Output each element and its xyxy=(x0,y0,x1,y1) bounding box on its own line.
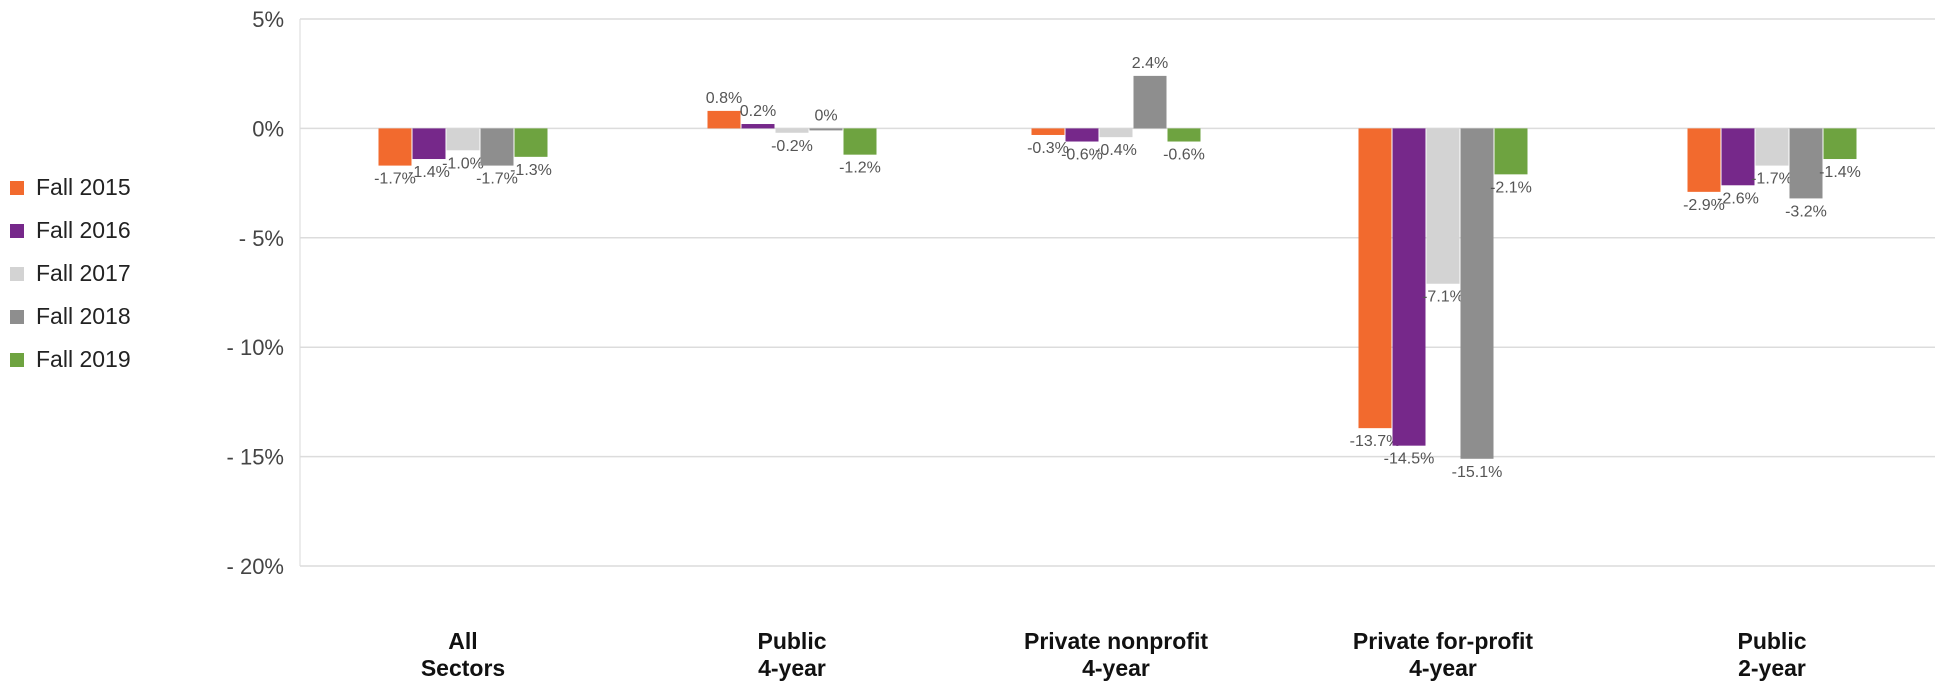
y-tick-label: 0% xyxy=(252,116,284,141)
legend-item-fall-2015: Fall 2015 xyxy=(10,166,131,209)
legend-swatch xyxy=(10,352,24,367)
bar xyxy=(707,110,741,129)
legend-item-fall-2017: Fall 2017 xyxy=(10,252,131,295)
data-label: 0.8% xyxy=(706,90,742,107)
legend-swatch xyxy=(10,223,24,238)
data-label: -2.1% xyxy=(1490,179,1532,196)
bar xyxy=(1460,128,1494,459)
y-tick-label: 5% xyxy=(252,7,284,32)
category-label: Public 2-year xyxy=(1737,628,1806,681)
bar xyxy=(1687,128,1721,192)
bar xyxy=(1358,128,1392,429)
bar xyxy=(843,128,877,155)
data-label: -1.3% xyxy=(510,162,552,179)
data-label: -1.7% xyxy=(374,171,416,188)
data-label: -7.1% xyxy=(1422,289,1464,306)
bar xyxy=(1133,75,1167,129)
legend-label: Fall 2018 xyxy=(36,303,131,329)
bar xyxy=(1099,128,1133,138)
data-label: -0.6% xyxy=(1061,147,1103,164)
legend-swatch xyxy=(10,180,24,195)
data-label: -1.7% xyxy=(476,171,518,188)
data-label: -1.0% xyxy=(442,155,484,172)
legend-label: Fall 2017 xyxy=(36,260,131,286)
data-label: -2.9% xyxy=(1683,197,1725,214)
category-label: Private nonprofit 4-year xyxy=(1024,628,1208,681)
data-label: -0.3% xyxy=(1027,140,1069,157)
legend-label: Fall 2019 xyxy=(36,346,131,372)
category-label: All Sectors xyxy=(421,628,505,681)
bar xyxy=(809,128,843,131)
data-label: -0.6% xyxy=(1163,147,1205,164)
y-tick-label: - 10% xyxy=(227,335,284,360)
data-label: 0.2% xyxy=(740,103,776,120)
bar xyxy=(378,128,412,166)
data-label: -0.4% xyxy=(1095,142,1137,159)
bar xyxy=(1167,128,1201,142)
data-label: -1.4% xyxy=(1819,164,1861,181)
data-label: -0.2% xyxy=(771,138,813,155)
bar xyxy=(480,128,514,166)
bar xyxy=(1789,128,1823,199)
bar xyxy=(1426,128,1460,284)
bar xyxy=(775,128,809,133)
legend: Fall 2015 Fall 2016 Fall 2017 Fall 2018 … xyxy=(10,166,131,381)
data-label: -1.4% xyxy=(408,164,450,181)
legend-item-fall-2019: Fall 2019 xyxy=(10,338,131,381)
y-tick-label: - 20% xyxy=(227,554,284,579)
legend-swatch xyxy=(10,266,24,281)
bar xyxy=(1031,128,1065,135)
bar xyxy=(1755,128,1789,166)
legend-label: Fall 2015 xyxy=(36,174,131,200)
bar xyxy=(1494,128,1528,175)
data-label: 0% xyxy=(814,107,837,124)
data-label: -3.2% xyxy=(1785,203,1827,220)
legend-label: Fall 2016 xyxy=(36,217,131,243)
bar xyxy=(1065,128,1099,142)
bar xyxy=(1392,128,1426,446)
bar xyxy=(412,128,446,160)
bar xyxy=(741,124,775,129)
bar xyxy=(1721,128,1755,186)
data-label: -1.2% xyxy=(839,160,881,177)
data-label: 2.4% xyxy=(1132,55,1168,72)
data-label: -15.1% xyxy=(1452,464,1503,481)
category-label: Public 4-year xyxy=(757,628,826,681)
category-label: Private for-profit 4-year xyxy=(1353,628,1534,681)
legend-item-fall-2018: Fall 2018 xyxy=(10,295,131,338)
data-label: -2.6% xyxy=(1717,190,1759,207)
y-tick-label: - 15% xyxy=(227,445,284,470)
data-label: -1.7% xyxy=(1751,171,1793,188)
legend-swatch xyxy=(10,309,24,324)
bar xyxy=(1823,128,1857,160)
bar xyxy=(446,128,480,151)
legend-item-fall-2016: Fall 2016 xyxy=(10,209,131,252)
data-label: -14.5% xyxy=(1384,451,1435,468)
data-label: -13.7% xyxy=(1350,433,1401,450)
y-tick-label: - 5% xyxy=(239,226,284,251)
bar xyxy=(514,128,548,157)
